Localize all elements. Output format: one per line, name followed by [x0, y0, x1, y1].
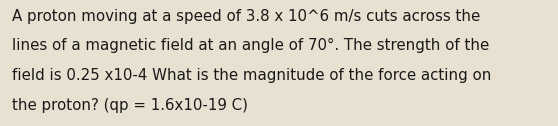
Text: the proton? (qp = 1.6x10-19 C): the proton? (qp = 1.6x10-19 C) [12, 98, 248, 113]
Text: A proton moving at a speed of 3.8 x 10^6 m/s cuts across the: A proton moving at a speed of 3.8 x 10^6… [12, 9, 480, 24]
Text: field is 0.25 x10-4 What is the magnitude of the force acting on: field is 0.25 x10-4 What is the magnitud… [12, 68, 492, 83]
Text: lines of a magnetic field at an angle of 70°. The strength of the: lines of a magnetic field at an angle of… [12, 38, 489, 53]
